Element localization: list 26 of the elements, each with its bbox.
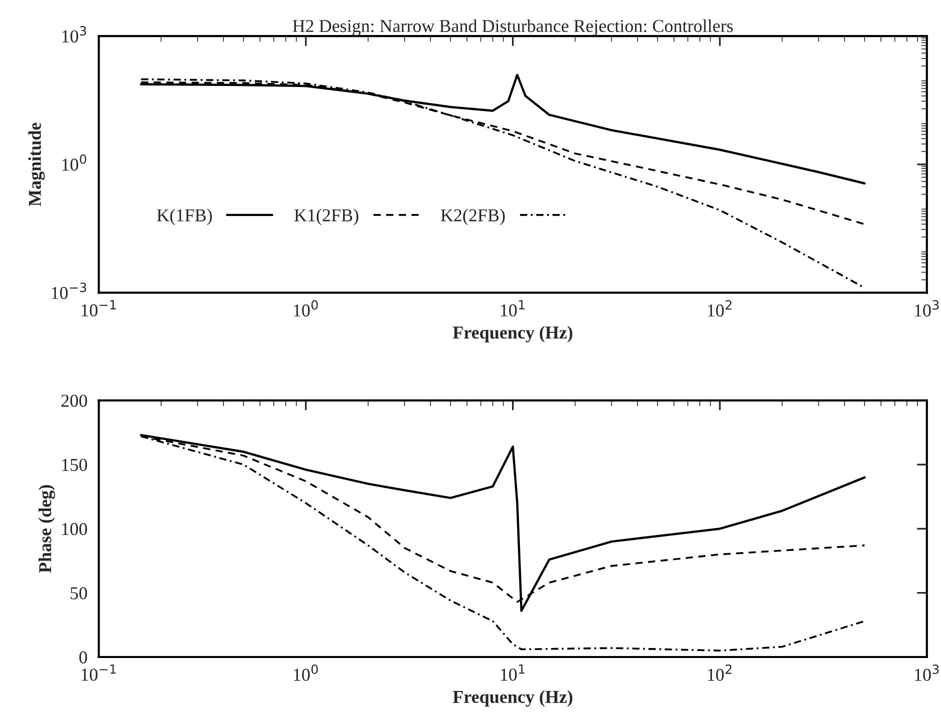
- y-axis-title: Phase (deg): [38, 485, 56, 573]
- x-tick-label: 10$^{−1}$: [82, 664, 116, 681]
- x-tick-label: 10$^{3}$: [915, 664, 939, 681]
- x-tick-label: 10$^{0}$: [294, 300, 318, 317]
- y-tick-label: 100: [62, 522, 88, 536]
- legend-label: K1(2FB): [294, 208, 358, 226]
- y-tick-label: 150: [62, 458, 88, 472]
- y-tick-label: 0: [79, 651, 88, 664]
- y-axis-title: Magnitude: [28, 122, 45, 206]
- x-tick-label: 10$^{1}$: [500, 300, 524, 316]
- chart-title: H2 Design: Narrow Band Disturbance Rejection: Controllers: [292, 19, 733, 36]
- x-tick-label: 10$^{−1}$: [82, 300, 116, 316]
- y-tick-label: 200: [61, 394, 88, 407]
- y-tick-label: 50: [70, 587, 88, 600]
- x-axis-title: Frequency (Hz): [452, 690, 572, 707]
- y-tick-label: 10$^{3}$: [62, 26, 86, 43]
- x-tick-label: 10$^{2}$: [708, 664, 732, 681]
- x-tick-label: 10$^{3}$: [915, 300, 939, 317]
- x-tick-label: 10$^{2}$: [708, 300, 732, 317]
- legend-label: K(1FB): [156, 208, 212, 226]
- x-tick-label: 10$^{0}$: [294, 664, 318, 681]
- x-tick-label: 10$^{1}$: [500, 664, 524, 681]
- x-axis-title: Frequency (Hz): [452, 326, 572, 342]
- y-tick-label: 10$^{−3}$: [52, 282, 86, 300]
- y-tick-label: 10$^{0}$: [62, 154, 86, 171]
- legend-label: K2(2FB): [440, 208, 505, 226]
